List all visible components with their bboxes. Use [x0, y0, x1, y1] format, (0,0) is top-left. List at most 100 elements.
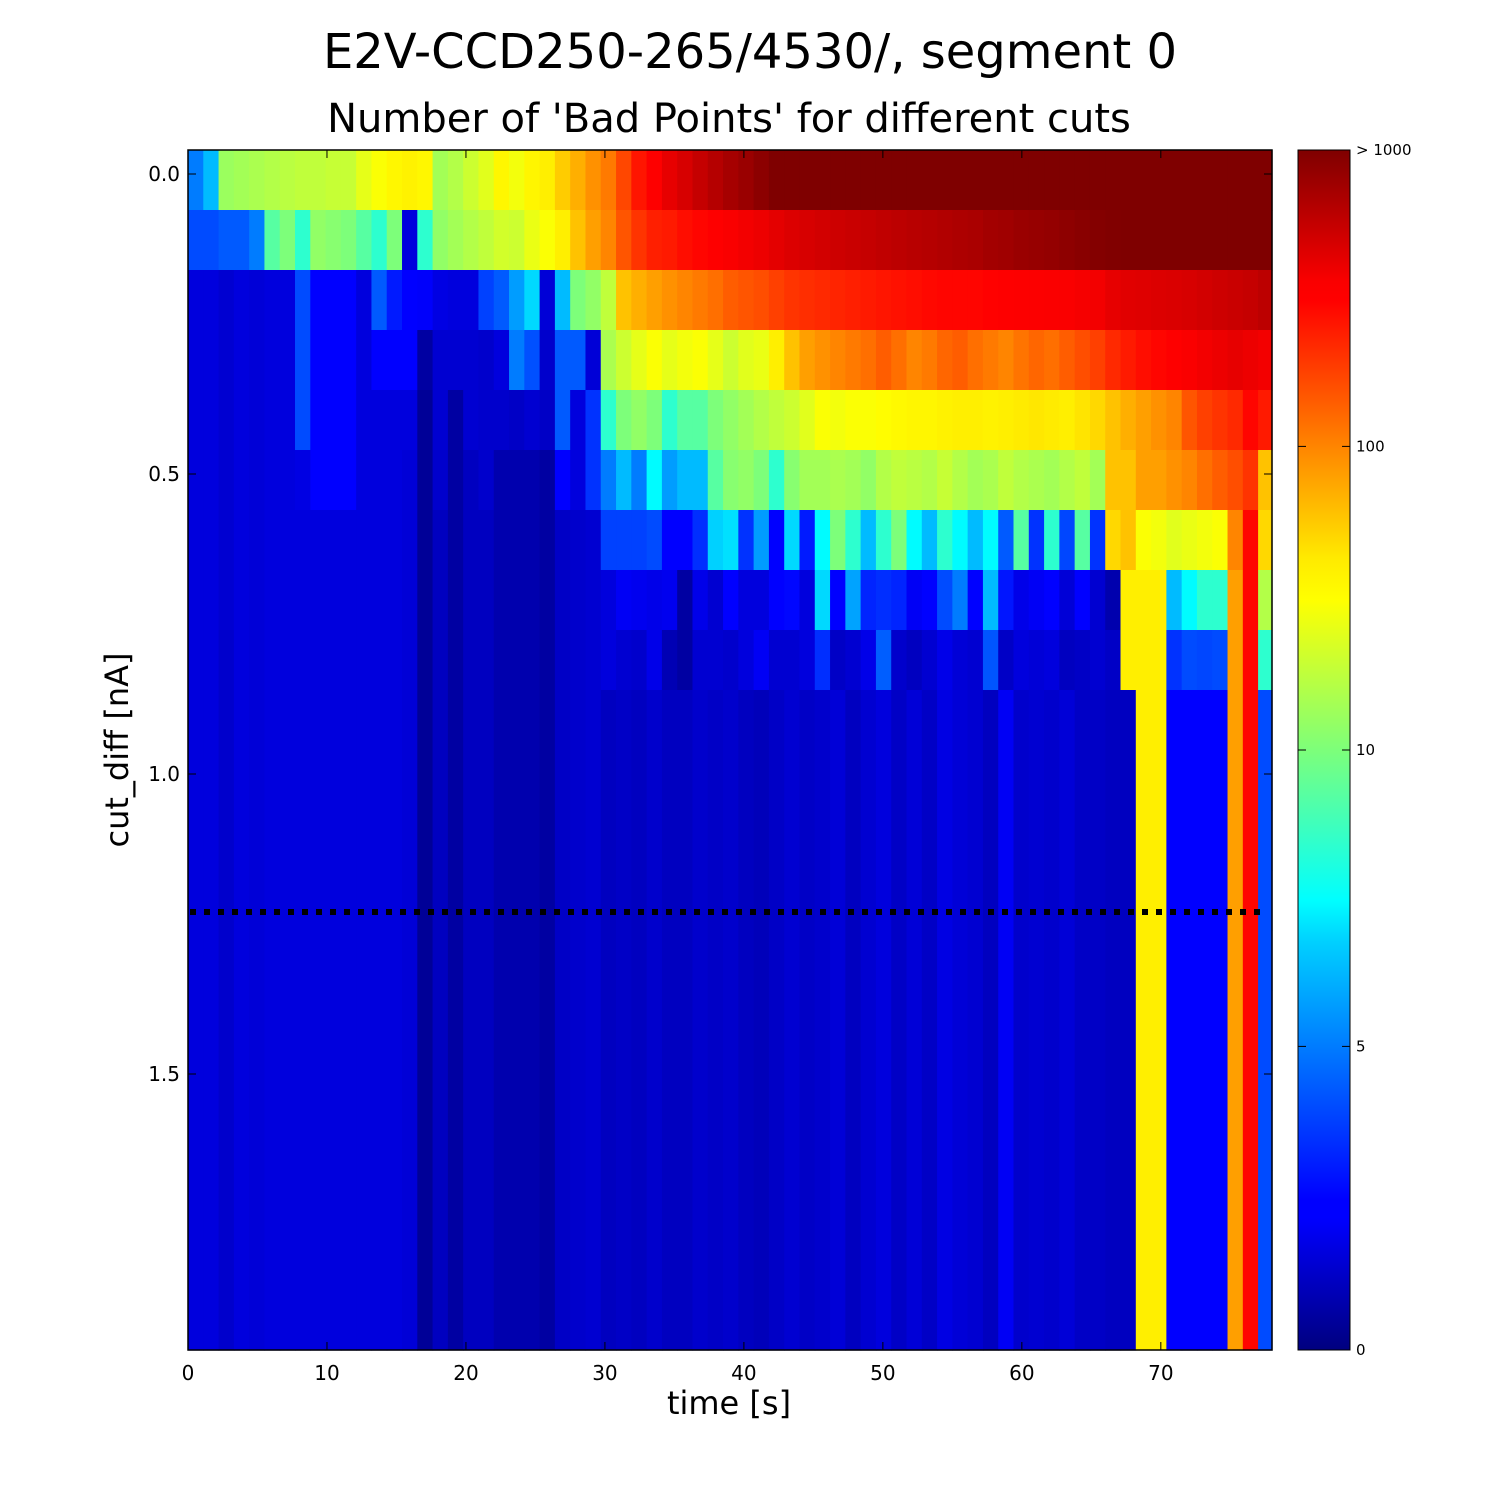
heatmap-cell — [493, 1110, 510, 1171]
heatmap-cell — [1044, 810, 1060, 871]
heatmap-cell — [325, 690, 342, 751]
heatmap-cell — [646, 1170, 663, 1231]
heatmap-cell — [753, 390, 770, 451]
heatmap-cell — [554, 810, 571, 871]
heatmap-cell — [661, 390, 678, 451]
heatmap-cell — [998, 1290, 1015, 1351]
heatmap-cell — [616, 1290, 632, 1351]
heatmap-cell — [1089, 690, 1106, 751]
heatmap-cell — [432, 150, 449, 211]
heatmap-cell — [1258, 630, 1273, 691]
heatmap-cell — [264, 1110, 281, 1171]
heatmap-cell — [723, 150, 739, 211]
heatmap-cell — [570, 270, 587, 331]
heatmap-cell — [570, 510, 587, 571]
heatmap-cell — [1181, 330, 1198, 391]
heatmap-cell — [1166, 1230, 1183, 1291]
heatmap-cell — [539, 270, 556, 331]
heatmap-cell — [814, 1170, 831, 1231]
heatmap-cell — [906, 1230, 923, 1291]
heatmap-cell — [1242, 270, 1259, 331]
heatmap-cell — [982, 1290, 999, 1351]
heatmap-cell — [1135, 210, 1152, 271]
heatmap-cell — [432, 330, 449, 391]
heatmap-cell — [1135, 630, 1152, 691]
heatmap-cell — [1242, 1050, 1259, 1111]
heatmap-cell — [218, 150, 235, 211]
heatmap-cell — [1258, 1230, 1273, 1291]
heatmap-cell — [264, 810, 281, 871]
heatmap-cell — [967, 810, 984, 871]
heatmap-cell — [1181, 210, 1198, 271]
heatmap-cell — [799, 450, 816, 511]
heatmap-cell — [493, 630, 510, 691]
heatmap-cell — [1212, 330, 1229, 391]
heatmap-cell — [1135, 690, 1152, 751]
heatmap-cell — [967, 1170, 984, 1231]
heatmap-cell — [814, 870, 831, 931]
heatmap-cell — [1212, 570, 1229, 631]
heatmap-cell — [1013, 150, 1030, 211]
heatmap-cell — [570, 750, 587, 811]
heatmap-cell — [264, 270, 281, 331]
heatmap-cell — [1135, 570, 1152, 631]
heatmap-cell — [952, 150, 969, 211]
heatmap-cell — [356, 1110, 373, 1171]
heatmap-cell — [539, 510, 556, 571]
heatmap-cell — [1242, 210, 1259, 271]
heatmap-cell — [860, 1170, 877, 1231]
heatmap-cell — [218, 930, 235, 991]
heatmap-cell — [906, 150, 923, 211]
heatmap-cell — [1105, 690, 1122, 751]
heatmap-cell — [784, 450, 801, 511]
heatmap-cell — [707, 1290, 724, 1351]
heatmap-cell — [1044, 330, 1060, 391]
heatmap-cell — [509, 750, 525, 811]
heatmap-cell — [768, 1290, 785, 1351]
heatmap-cell — [738, 690, 755, 751]
heatmap-cell — [875, 1050, 892, 1111]
colorbar — [1297, 149, 1351, 1351]
heatmap-cell — [1044, 1170, 1060, 1231]
heatmap-cell — [952, 450, 969, 511]
heatmap-cell — [1151, 690, 1167, 751]
heatmap-cell — [203, 810, 220, 871]
heatmap-cell — [1151, 930, 1167, 991]
heatmap-cell — [1242, 1110, 1259, 1171]
heatmap-cell — [1089, 930, 1106, 991]
heatmap-cell — [1120, 390, 1137, 451]
heatmap-cell — [402, 1050, 418, 1111]
heatmap-cell — [233, 450, 250, 511]
heatmap-cell — [1089, 390, 1106, 451]
heatmap-cell — [402, 1290, 418, 1351]
heatmap-cell — [310, 810, 327, 871]
heatmap-cell — [661, 270, 678, 331]
heatmap-cell — [1258, 210, 1273, 271]
heatmap-cell — [921, 870, 938, 931]
heatmap-cell — [325, 330, 342, 391]
heatmap-cell — [386, 1110, 403, 1171]
heatmap-cell — [279, 1290, 296, 1351]
heatmap-cell — [1059, 750, 1076, 811]
heatmap-cell — [463, 150, 480, 211]
heatmap-cell — [1028, 750, 1045, 811]
heatmap-cell — [937, 1110, 953, 1171]
heatmap-cell — [203, 930, 220, 991]
heatmap-cell — [845, 570, 862, 631]
heatmap-cell — [1074, 1050, 1091, 1111]
heatmap-cell — [1105, 270, 1122, 331]
heatmap-cell — [1151, 1230, 1167, 1291]
heatmap-cell — [371, 930, 388, 991]
heatmap-cell — [371, 630, 388, 691]
heatmap-cell — [371, 330, 388, 391]
heatmap-cell — [447, 1230, 464, 1291]
heatmap-cell — [768, 990, 785, 1051]
heatmap-cell — [524, 1290, 541, 1351]
heatmap-cell — [661, 1230, 678, 1291]
heatmap-cell — [661, 750, 678, 811]
heatmap-cell — [432, 1230, 449, 1291]
heatmap-cell — [982, 570, 999, 631]
heatmap-cell — [723, 990, 739, 1051]
heatmap-cell — [1227, 210, 1244, 271]
